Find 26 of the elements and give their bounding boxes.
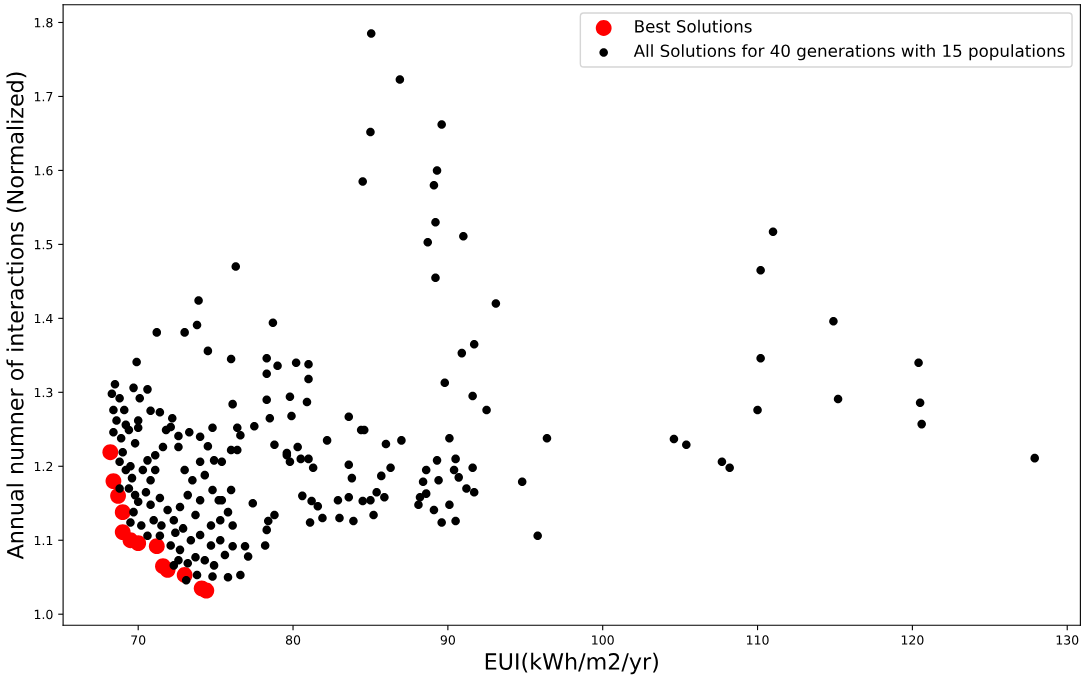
y-tick-label: 1.6 [34,165,53,176]
point [198,582,215,599]
x-axis-title: EUI(kWh/m2/yr) [485,652,658,675]
y-tick-label: 1.7 [34,92,53,102]
y-tick-label: 1.1 [34,535,53,545]
point [102,444,119,461]
x-tick-label: 110 [746,635,769,645]
y-tick-label: 1.4 [34,313,53,324]
y-tick-label: 1.3 [34,387,53,398]
x-tick-label: 70 [131,635,146,645]
x-tick-label: 80 [285,635,301,645]
point [105,473,122,489]
x-tick-label: 130 [1056,635,1079,645]
point [114,504,131,521]
y-tick-label: 1.5 [34,240,53,250]
y-axis-title: Annual numner of interactions (Normalized) [6,72,27,560]
legend-label: Best Solutions [635,19,752,33]
x-tick-label: 100 [592,635,614,645]
y-tick-label: 1.0 [34,609,53,620]
x-tick-label: 120 [901,635,924,645]
point [148,538,165,555]
y-tick-label: 1.8 [34,17,53,28]
point [130,535,147,552]
y-tick-label: 1.2 [34,461,53,472]
x-tick-label: 90 [440,635,455,645]
legend-label: All Solutions for 40 generations with 15 populations [633,44,1065,61]
